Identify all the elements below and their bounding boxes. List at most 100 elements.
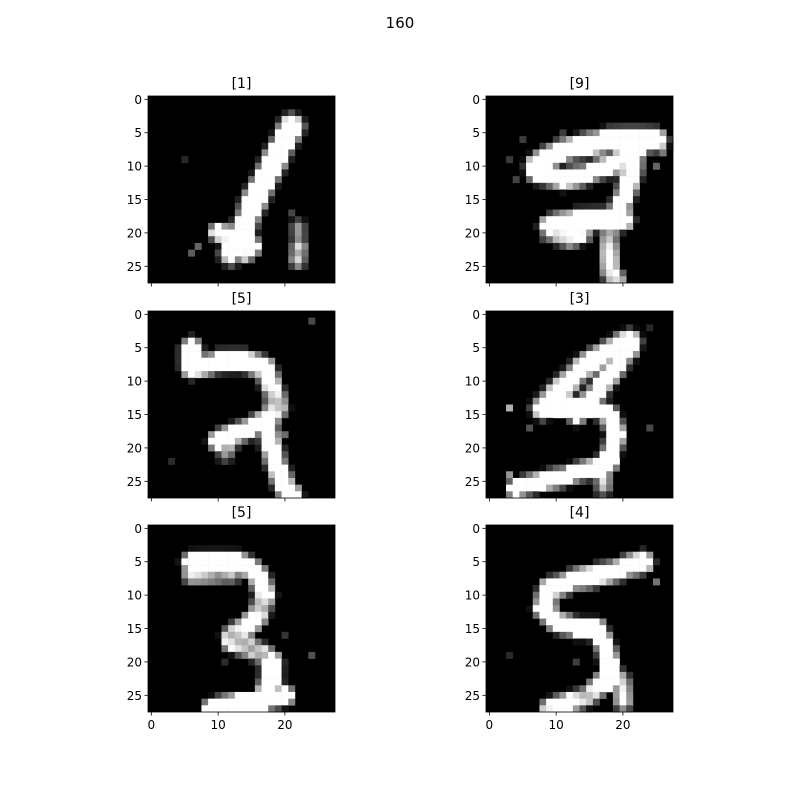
heatmap-cell [241,631,249,639]
heatmap-cell [599,678,607,686]
heatmap-cell [532,222,540,230]
heatmap-cell [586,357,594,365]
heatmap-cell [606,236,614,244]
heatmap-cell [254,645,262,653]
heatmap-cell [592,471,600,479]
heatmap-cell [632,136,640,144]
heatmap-cell [579,136,587,144]
heatmap-cell [261,698,269,706]
heatmap-cell [559,216,567,224]
heatmap-cell [234,262,242,270]
heatmap-cell [592,585,600,593]
heatmap-cell [632,571,640,579]
heatmap-cell [261,169,269,177]
heatmap-cell [281,457,289,465]
heatmap-cell [188,249,196,257]
heatmap-cell [274,397,282,405]
heatmap-cell [599,249,607,257]
heatmap-cell [261,162,269,170]
heatmap-cell [619,122,627,130]
heatmap-cell [599,671,607,679]
heatmap-cell [592,464,600,472]
heatmap-cell [214,565,222,573]
heatmap-cell [181,364,189,372]
heatmap-cell [566,457,574,465]
heatmap-cell [612,565,620,573]
heatmap-cell [228,631,236,639]
heatmap-cell [606,444,614,452]
subplot-title: [4] [570,505,590,521]
heatmap-cell [228,437,236,445]
heatmap-cell [274,591,282,599]
heatmap-cell [546,229,554,237]
heatmap-cell [579,464,587,472]
heatmap-cell [626,324,634,332]
heatmap-cell [268,424,276,432]
heatmap-cell [281,142,289,150]
heatmap-cell [254,222,262,230]
heatmap-cell [559,591,567,599]
heatmap-cell [579,411,587,419]
heatmap-cell [572,156,580,164]
heatmap-cell [288,156,296,164]
y-tick-label: 5 [472,555,480,569]
heatmap-cell [261,598,269,606]
y-tick-label: 0 [472,93,480,107]
subplot: [1] 0 5 10 15 20 25 [127,76,336,287]
heatmap-cell [626,357,634,365]
heatmap-cell [261,424,269,432]
heatmap-image [506,324,654,499]
heatmap-cell [228,357,236,365]
heatmap-cell [188,351,196,359]
heatmap-cell [572,565,580,573]
heatmap-cell [666,136,674,144]
heatmap-cell [208,437,216,445]
heatmap-cell [566,182,574,190]
heatmap-cell [599,162,607,170]
heatmap-cell [566,705,574,713]
heatmap-cell [546,411,554,419]
heatmap-cell [254,685,262,693]
heatmap-cell [592,571,600,579]
heatmap-cell [539,591,547,599]
heatmap-cell [274,678,282,686]
heatmap-cell [606,242,614,250]
heatmap-cell [228,431,236,439]
heatmap-cell [612,578,620,586]
heatmap-cell [274,176,282,184]
heatmap-cell [566,377,574,385]
heatmap-cell [221,364,229,372]
heatmap-cell [586,404,594,412]
subplot: [9] 0 5 10 15 20 25 [465,76,674,287]
heatmap-cell [579,417,587,425]
heatmap-cell [281,411,289,419]
heatmap-cell [506,651,514,659]
heatmap-cell [559,189,567,197]
heatmap-cell [254,156,262,164]
heatmap-cell [626,182,634,190]
heatmap-cell [579,611,587,619]
heatmap-cell [539,411,547,419]
heatmap-cell [572,658,580,666]
heatmap-cell [606,331,614,339]
heatmap-cell [552,585,560,593]
heatmap-cell [234,256,242,264]
heatmap-cell [274,431,282,439]
heatmap-cell [612,658,620,666]
heatmap-cell [552,631,560,639]
heatmap-cell [559,169,567,177]
heatmap-cell [626,142,634,150]
heatmap-cell [579,685,587,693]
heatmap-cell [586,344,594,352]
heatmap-cell [592,216,600,224]
heatmap-cell [552,698,560,706]
heatmap-cell [559,142,567,150]
heatmap-cell [599,444,607,452]
heatmap-cell [281,464,289,472]
heatmap-cell [552,156,560,164]
heatmap-cell [599,262,607,270]
heatmap-cell [599,357,607,365]
heatmap-cell [626,551,634,559]
heatmap-cell [261,411,269,419]
heatmap-cell [632,565,640,573]
